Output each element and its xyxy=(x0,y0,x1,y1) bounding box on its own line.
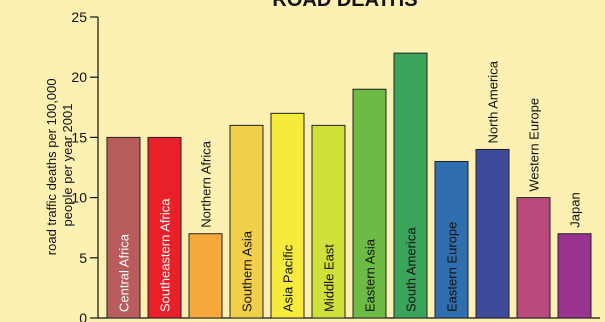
y-axis-label: road traffic deaths per 100,000 people p… xyxy=(44,75,75,255)
y-axis-label-line-2: people per year 2001 xyxy=(60,104,75,227)
bar-label: Western Europe xyxy=(527,98,542,192)
bar-label: Southern Asia xyxy=(240,230,255,312)
bar xyxy=(475,148,510,319)
bar-label: South America xyxy=(404,227,419,312)
y-tick-label: 5 xyxy=(79,250,87,266)
y-tick-label: 20 xyxy=(71,69,87,85)
chart-title: ROAD DEATHS xyxy=(272,0,417,11)
y-tick-label: 10 xyxy=(71,190,87,206)
y-axis-label-line-1: road traffic deaths per 100,000 xyxy=(44,78,59,255)
bar xyxy=(516,197,551,319)
bar-label: Central Africa xyxy=(117,233,132,312)
bar xyxy=(393,52,428,319)
bar-label: Middle East xyxy=(322,244,337,312)
bar xyxy=(434,160,469,319)
y-tick-label: 15 xyxy=(71,129,87,145)
bar-label: Eastern Asia xyxy=(363,238,378,312)
y-tick-label: 25 xyxy=(71,9,87,25)
bar-label: Eastern Europe xyxy=(445,222,460,312)
bar xyxy=(352,88,387,319)
bar-label: Southeastern Africa xyxy=(158,198,173,312)
bars: Central Africa Southeastern Africa Norther… xyxy=(106,52,592,319)
bar xyxy=(147,136,182,319)
bar xyxy=(311,124,346,319)
bar xyxy=(270,112,305,319)
bar xyxy=(229,124,264,319)
bar-label: North America xyxy=(486,60,501,143)
bar xyxy=(188,233,223,319)
bar xyxy=(557,233,592,319)
y-axis-ticks: 0 5 10 15 20 25 xyxy=(71,9,98,322)
bar xyxy=(106,136,141,319)
bar-label: Northern Africa xyxy=(199,140,214,227)
bar-label: Japan xyxy=(568,192,583,227)
y-tick-label: 0 xyxy=(79,310,87,322)
bar-label: Asia Pacific xyxy=(281,244,296,312)
